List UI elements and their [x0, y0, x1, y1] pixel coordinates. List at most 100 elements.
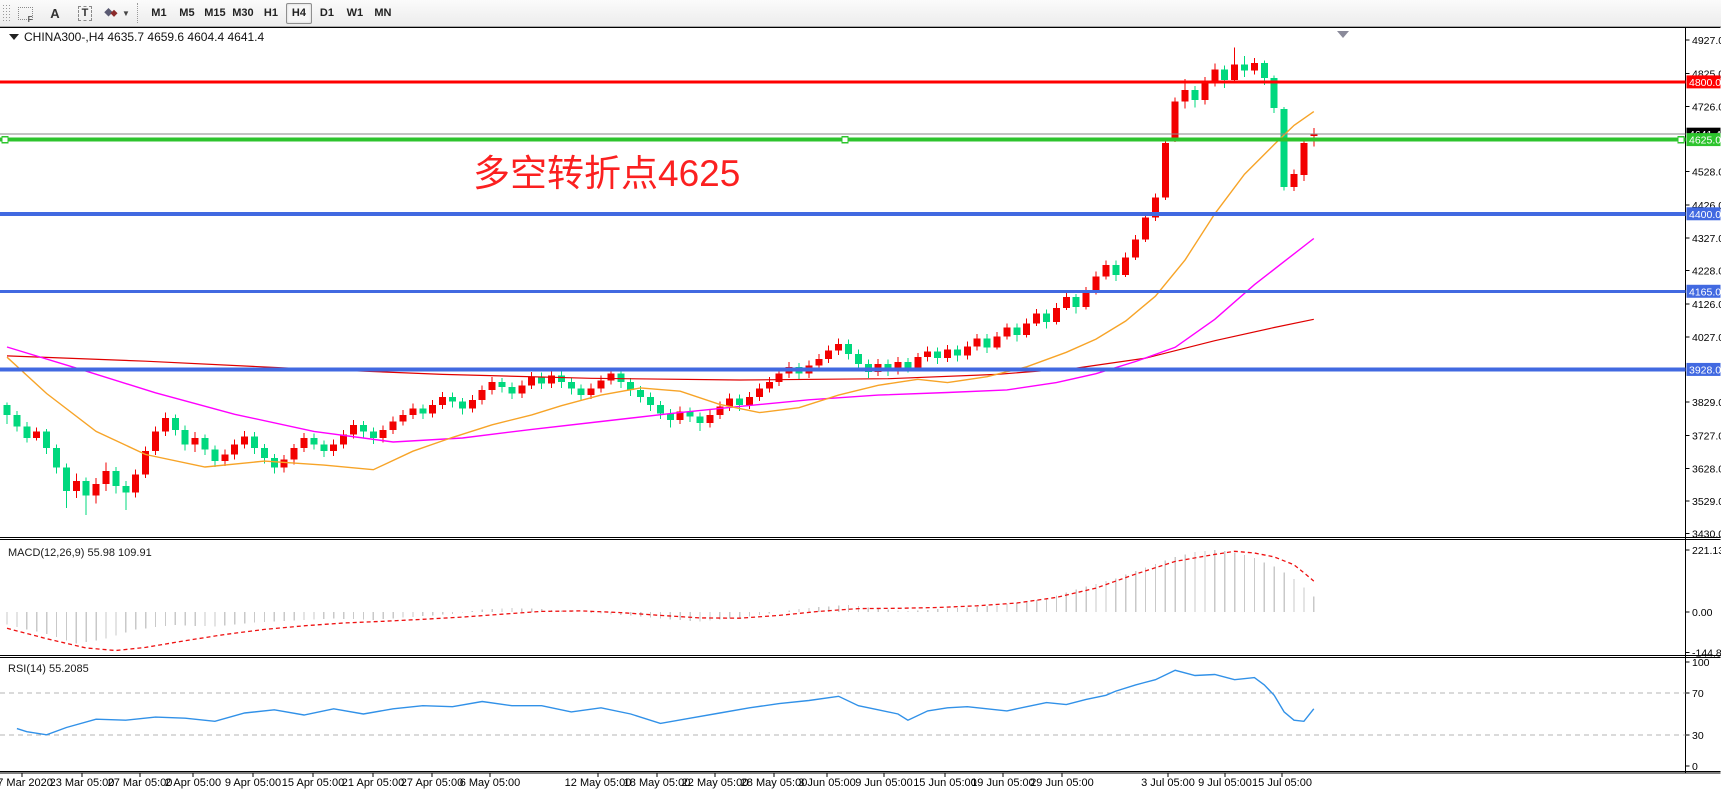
- candle-body: [587, 388, 595, 396]
- price-tick-label: 3829.0: [1692, 397, 1721, 409]
- date-label: 18 May 05:00: [624, 777, 691, 789]
- candle-body: [825, 350, 833, 359]
- text-box-tool-button[interactable]: T: [73, 2, 97, 24]
- timeframe-w1-button[interactable]: W1: [342, 3, 368, 24]
- candle-body: [251, 436, 258, 448]
- price-badge: [1686, 133, 1721, 147]
- candle-body: [963, 346, 971, 356]
- date-label: 22 May 05:00: [682, 777, 749, 789]
- candle-body: [567, 381, 575, 389]
- macd-tick-label: 221.13: [1692, 545, 1721, 557]
- date-label: 17 Mar 2020: [0, 777, 53, 789]
- price-tick-label: 4927.0: [1692, 35, 1721, 47]
- candle-body: [449, 396, 456, 402]
- symbol-collapse-icon[interactable]: [9, 34, 19, 40]
- candle-body: [112, 470, 120, 486]
- candle-body: [1270, 77, 1278, 108]
- level-handle[interactable]: [841, 135, 849, 144]
- candle-body: [350, 424, 357, 435]
- candle-body: [3, 405, 11, 415]
- candle-body: [548, 375, 555, 384]
- price-badge: [1686, 362, 1721, 376]
- date-label: 27 Apr 05:00: [401, 777, 463, 789]
- timeframe-m5-button[interactable]: M5: [174, 3, 200, 24]
- candle-body: [627, 381, 635, 391]
- timeframe-h4-button[interactable]: H4: [285, 2, 312, 24]
- timeframe-switcher: M1 M5 M15 M30 H1 H4 D1 W1 MN: [145, 2, 397, 24]
- rsi-tick-label: 70: [1692, 688, 1704, 700]
- candle-body: [1181, 90, 1189, 102]
- candle-body: [686, 411, 694, 417]
- candle-body: [241, 436, 249, 445]
- candle-body: [944, 349, 951, 359]
- price-tick-label: 3628.0: [1692, 463, 1721, 475]
- candle-body: [726, 398, 734, 407]
- timeframe-m15-button[interactable]: M15: [202, 3, 228, 24]
- candle-body: [142, 451, 150, 475]
- candle-body: [102, 470, 110, 485]
- candle-body: [755, 388, 763, 397]
- candle-body: [340, 434, 348, 445]
- toolbar-grip[interactable]: [2, 4, 10, 22]
- candle-body: [1161, 142, 1169, 198]
- candle-body: [736, 398, 744, 406]
- price-badge-label: 4625.0: [1689, 135, 1721, 147]
- scroll-to-end-icon[interactable]: [1337, 31, 1349, 38]
- candle-body: [181, 429, 189, 445]
- macd-tick-label: -144.84: [1692, 648, 1721, 660]
- candle-body: [1082, 292, 1090, 307]
- candle-body: [1250, 62, 1258, 71]
- date-label: 3 Jun 05:00: [798, 777, 856, 789]
- candle-body: [1191, 90, 1199, 101]
- candle-body: [528, 377, 536, 386]
- date-label: 21 Apr 05:00: [342, 777, 404, 789]
- ma-fast-line: [6, 111, 1315, 471]
- indicator-window-icon[interactable]: F: [13, 2, 37, 24]
- candle-body: [973, 338, 981, 347]
- timeframe-mn-button[interactable]: MN: [370, 3, 396, 24]
- price-tick-label: 4327.0: [1692, 233, 1721, 245]
- candle-body: [191, 438, 199, 445]
- price-tick-label: 4228.0: [1692, 266, 1721, 278]
- date-label: 2 Apr 05:00: [165, 777, 221, 789]
- candle-body: [439, 396, 447, 406]
- macd-signal-line: [6, 550, 1315, 652]
- rsi-indicator-label: RSI(14) 55.2085: [8, 663, 89, 675]
- level-handle[interactable]: [1677, 135, 1685, 144]
- price-badge-label: 4165.0: [1689, 286, 1721, 298]
- timeframe-m30-button[interactable]: M30: [230, 3, 256, 24]
- macd-indicator-label: MACD(12,26,9) 55.98 109.91: [8, 547, 152, 559]
- candle-body: [1052, 307, 1060, 322]
- toolbar-separator: [136, 3, 141, 23]
- date-label: 27 Mar 05:00: [108, 777, 173, 789]
- timeframe-h1-button[interactable]: H1: [258, 3, 284, 24]
- candle-body: [617, 373, 625, 382]
- text-tool-label: A: [50, 5, 60, 21]
- candle-body: [765, 381, 773, 389]
- level-handle[interactable]: [1, 135, 9, 144]
- candle-body: [310, 438, 318, 445]
- timeframe-m1-button[interactable]: M1: [146, 3, 172, 24]
- price-tick-label: 4528.0: [1692, 167, 1721, 179]
- date-label: 23 Mar 05:00: [50, 777, 115, 789]
- toolbar: F A T ▼ M1 M5 M15 M30 H1 H4 D1 W1 MN: [0, 0, 1721, 27]
- candle-body: [498, 381, 506, 387]
- timeframe-d1-button[interactable]: D1: [314, 3, 340, 24]
- candle-body: [62, 467, 70, 491]
- candle-body: [389, 421, 397, 430]
- candle-body: [290, 447, 298, 460]
- candle-body: [1171, 101, 1179, 139]
- candle-body: [211, 449, 219, 462]
- candle-body: [894, 362, 902, 371]
- candle-body: [1300, 143, 1308, 176]
- text-tool-button[interactable]: A: [43, 2, 67, 24]
- date-label: 29 Jun 05:00: [1030, 777, 1094, 789]
- objects-tool-button[interactable]: ▼: [103, 2, 130, 24]
- chart-annotation-text[interactable]: 多空转折点4625: [473, 153, 740, 194]
- rsi-tick-label: 100: [1692, 657, 1710, 669]
- price-tick-label: 3529.0: [1692, 496, 1721, 508]
- candle-body: [369, 431, 377, 439]
- candle-body: [1043, 313, 1050, 322]
- candle-body: [953, 349, 961, 356]
